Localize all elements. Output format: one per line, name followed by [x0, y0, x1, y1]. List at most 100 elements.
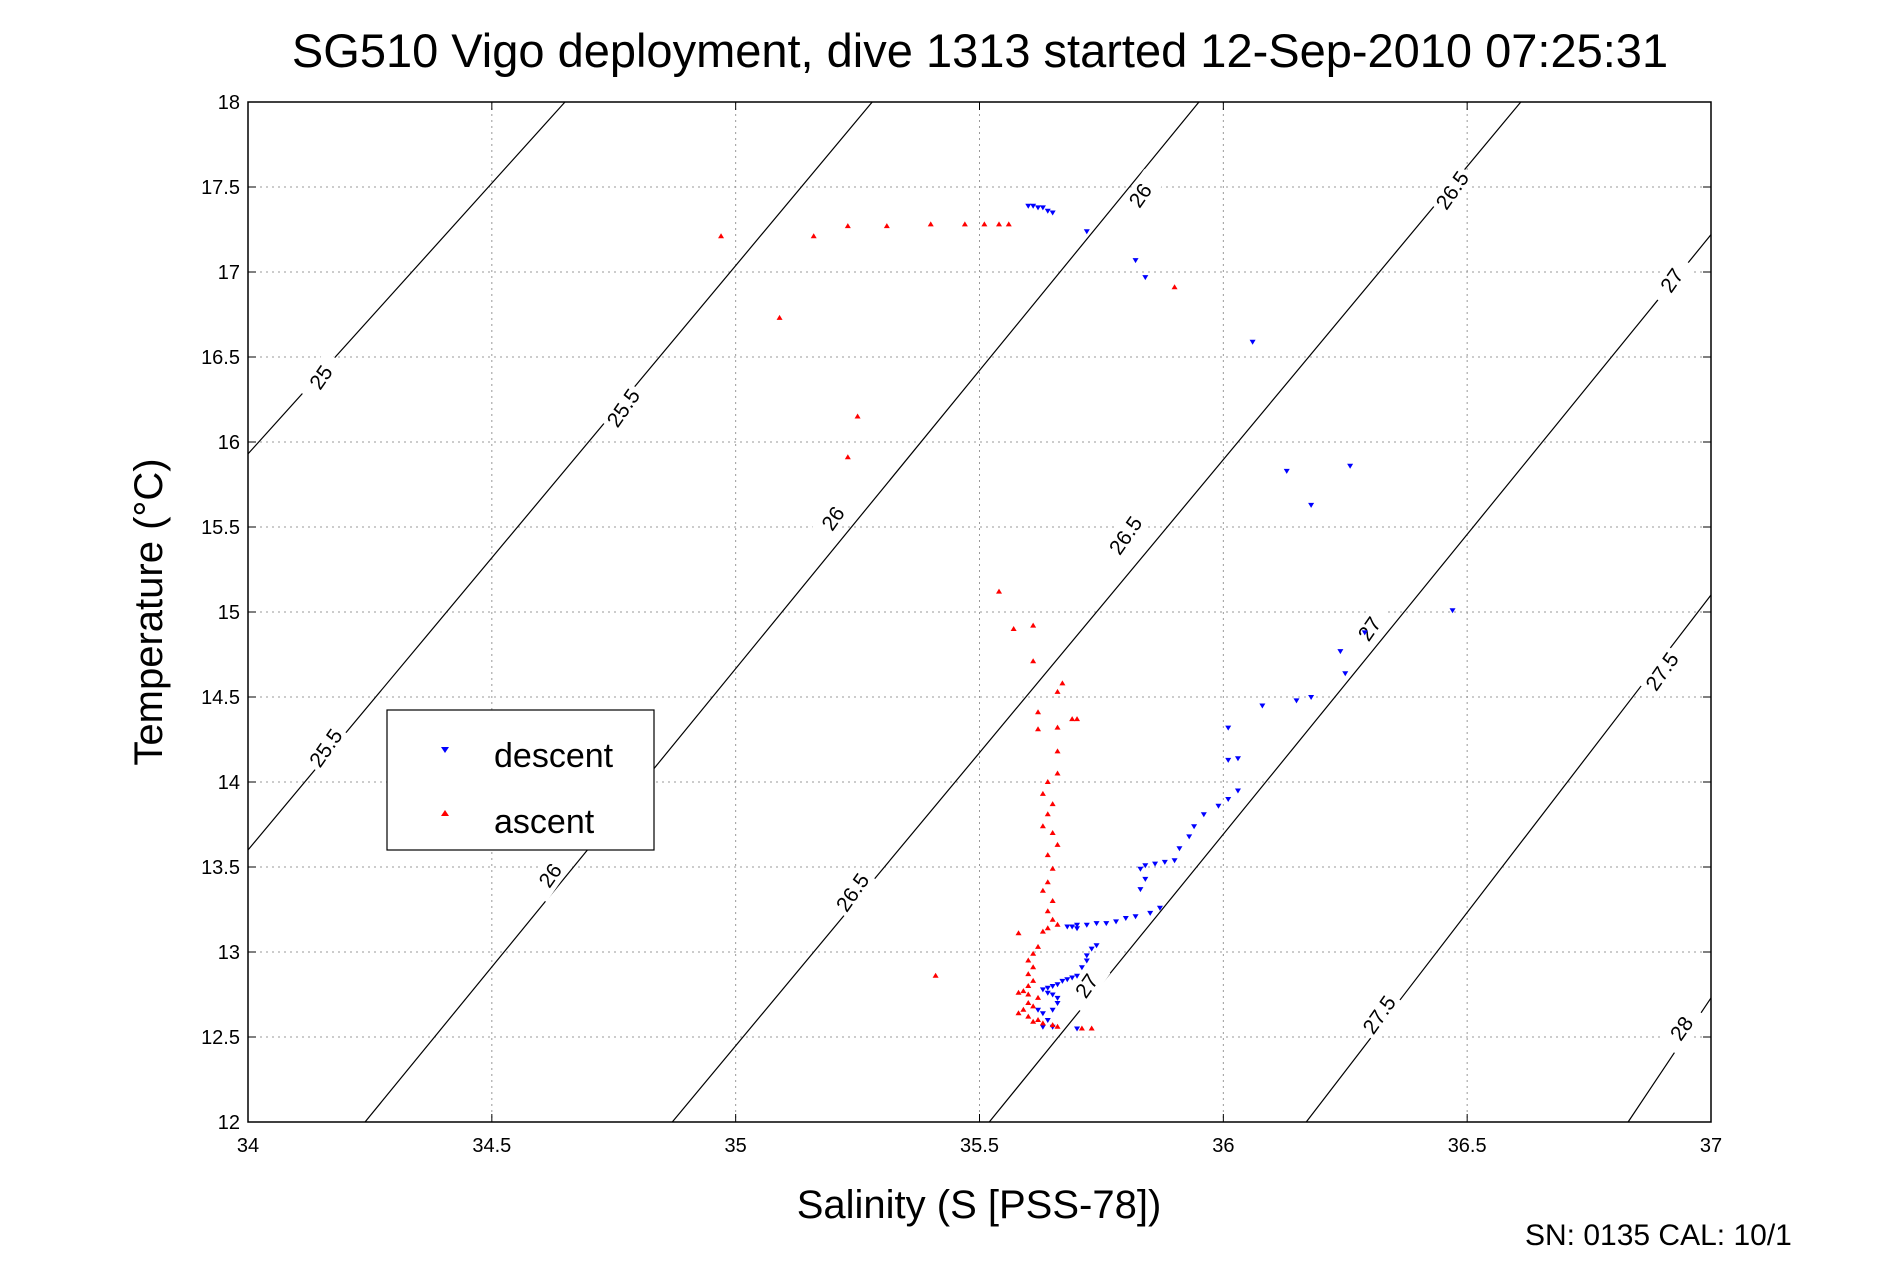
ascent-point	[1049, 916, 1056, 922]
descent-point	[1039, 1024, 1046, 1030]
ascent-point	[1039, 823, 1046, 829]
descent-point	[1249, 339, 1256, 345]
ascent-point	[1044, 811, 1051, 817]
ascent-point	[932, 972, 939, 978]
contour-label-bg	[526, 848, 574, 903]
descent-point	[1156, 905, 1163, 911]
ascent-point	[1069, 716, 1076, 722]
descent-point	[1049, 1007, 1056, 1013]
descent-point	[1215, 803, 1222, 809]
ascent-point	[1030, 1003, 1037, 1009]
legend-box	[386, 709, 655, 851]
y-tick-label: 13	[218, 942, 240, 964]
contour-label-bg	[302, 721, 350, 775]
ascent-point	[1030, 658, 1037, 664]
axis-ticks: 34 34.5 35 35.5 36 36.5 37 12 12.5 13 13.5 14 14.5 15…	[201, 92, 1722, 1157]
descent-point	[1054, 982, 1061, 988]
descent-point	[1132, 914, 1139, 920]
y-tick-label: 14	[218, 772, 240, 794]
descent-point	[1132, 258, 1139, 264]
contour-label-bg	[1116, 168, 1165, 223]
grid	[248, 102, 1711, 1122]
descent-point	[1069, 924, 1076, 930]
ascent-point	[1035, 943, 1042, 949]
descent-point	[1225, 797, 1232, 802]
descent-point	[1337, 649, 1344, 655]
legend: descent ascent	[386, 709, 655, 851]
descent-point	[1093, 921, 1100, 927]
data-points	[718, 203, 1456, 1032]
contour-label-bg	[1428, 163, 1477, 217]
ascent-point	[1039, 1020, 1046, 1026]
descent-point	[1234, 756, 1241, 762]
descent-point	[1113, 919, 1120, 925]
legend-label-descent: descent	[494, 737, 614, 775]
y-tick-label: 17	[218, 262, 240, 284]
ascent-point	[996, 588, 1003, 594]
contour-label-bg	[1658, 1001, 1706, 1056]
descent-point	[1078, 965, 1085, 971]
x-tick-label: 36.5	[1448, 1135, 1487, 1157]
y-tick-label: 14.5	[201, 687, 240, 709]
ascent-point	[854, 413, 861, 419]
contour-label-bg	[1648, 253, 1696, 308]
ascent-point	[1054, 748, 1061, 754]
ascent-point	[1039, 928, 1046, 934]
ascent-point	[927, 221, 934, 227]
x-tick-label: 34.5	[472, 1135, 511, 1157]
contour-label-bg	[599, 381, 648, 435]
descent-point	[1074, 922, 1081, 928]
descent-point	[1074, 926, 1081, 932]
descent-point	[1142, 275, 1149, 281]
ascent-point	[1054, 921, 1061, 927]
y-tick-label: 15	[218, 602, 240, 624]
descent-point	[1064, 924, 1071, 930]
density-contour-25	[247, 101, 566, 455]
contour-label-bg	[1346, 602, 1394, 656]
density-contour-26.5	[671, 101, 1522, 1123]
legend-marker-descent	[441, 747, 449, 753]
descent-point	[1093, 943, 1100, 949]
contour-label-bg	[809, 491, 857, 546]
ascent-point	[1054, 841, 1061, 847]
ascent-point	[1030, 622, 1037, 628]
descent-point	[1361, 630, 1368, 636]
legend-marker-ascent	[441, 810, 449, 816]
ascent-point	[1030, 950, 1037, 956]
x-tick-label: 36	[1212, 1135, 1234, 1157]
y-tick-label: 12	[218, 1112, 240, 1134]
descent-point	[1083, 958, 1090, 964]
ascent-point	[1059, 680, 1066, 686]
ascent-point	[1049, 1022, 1056, 1028]
ascent-point	[1005, 221, 1012, 227]
descent-point	[1161, 859, 1168, 865]
descent-point	[1044, 990, 1051, 996]
ascent-point	[996, 221, 1003, 227]
ascent-point	[1020, 1006, 1027, 1012]
ascent-point	[1171, 284, 1178, 290]
descent-point	[1122, 916, 1129, 921]
descent-point	[1025, 203, 1032, 209]
descent-point	[1044, 985, 1051, 991]
ascent-point	[1025, 983, 1032, 988]
ascent-point	[981, 221, 988, 227]
density-contour-25.5	[247, 101, 873, 851]
ascent-point	[718, 233, 725, 239]
descent-point	[1083, 229, 1090, 235]
y-tick-label: 18	[218, 92, 240, 114]
y-tick-label: 16.5	[201, 347, 240, 369]
ascent-point	[1025, 971, 1032, 977]
descent-point	[1308, 502, 1315, 508]
ascent-point	[1030, 964, 1037, 970]
descent-point	[1069, 975, 1076, 981]
descent-point	[1035, 1007, 1042, 1013]
descent-point	[1283, 468, 1290, 474]
descent-point	[1191, 824, 1198, 830]
descent-point	[1035, 205, 1042, 211]
descent-point	[1074, 973, 1081, 979]
descent-point	[1083, 922, 1090, 928]
ascent-point	[1030, 977, 1037, 983]
ascent-point	[1010, 626, 1017, 631]
y-tick-label: 16	[218, 432, 240, 454]
ascent-point	[1044, 925, 1051, 931]
